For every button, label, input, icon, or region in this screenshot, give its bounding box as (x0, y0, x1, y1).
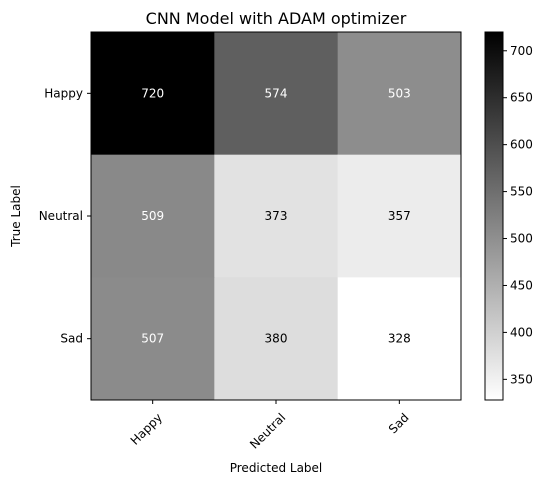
heatmap-cell (337, 154, 462, 278)
chart-title: CNN Model with ADAM optimizer (146, 9, 407, 28)
x-axis-label: Predicted Label (230, 461, 323, 475)
colorbar (484, 31, 504, 401)
cell-value-label: 507 (141, 332, 164, 346)
heatmap-cell (91, 277, 215, 401)
x-tick-label: Happy (128, 410, 165, 447)
heatmap-cell (214, 154, 339, 278)
heatmap-cell (91, 32, 215, 156)
x-axis-ticks: Happy Neutral Sad (128, 400, 412, 452)
x-tick-label: Sad (386, 410, 412, 436)
cell-value-label: 509 (141, 209, 164, 223)
heatmap-cells (91, 32, 462, 401)
y-axis-label: True Label (9, 185, 23, 248)
heatmap-cell (214, 32, 339, 156)
heatmap-cell (214, 277, 339, 401)
heatmap-cell (337, 277, 462, 401)
colorbar-tick-label: 450 (510, 278, 533, 292)
colorbar-tick-label: 350 (510, 372, 533, 386)
heatmap-cell-labels: 720 574 503 509 373 357 507 380 328 (141, 86, 411, 345)
cell-value-label: 328 (388, 332, 411, 346)
colorbar-tick-label: 700 (510, 44, 533, 58)
colorbar-tick-label: 600 (510, 138, 533, 152)
colorbar-ticks: 350 400 450 500 550 600 650 700 (503, 44, 533, 386)
colorbar-tick-label: 400 (510, 325, 533, 339)
cell-value-label: 503 (388, 86, 411, 100)
cell-value-label: 357 (388, 209, 411, 223)
cell-value-label: 380 (265, 332, 288, 346)
colorbar-tick-label: 500 (510, 232, 533, 246)
y-tick-label: Neutral (39, 209, 83, 223)
y-axis-ticks: Happy Neutral Sad (39, 86, 91, 346)
heatmap-cell (337, 32, 462, 156)
x-tick-label: Neutral (247, 410, 288, 451)
cell-value-label: 574 (265, 86, 288, 100)
colorbar-tick-label: 550 (510, 185, 533, 199)
y-tick-label: Happy (44, 86, 83, 100)
heatmap-cell (91, 154, 215, 278)
y-tick-label: Sad (60, 332, 83, 346)
colorbar-tick-label: 650 (510, 91, 533, 105)
cell-value-label: 373 (265, 209, 288, 223)
cell-value-label: 720 (141, 86, 164, 100)
